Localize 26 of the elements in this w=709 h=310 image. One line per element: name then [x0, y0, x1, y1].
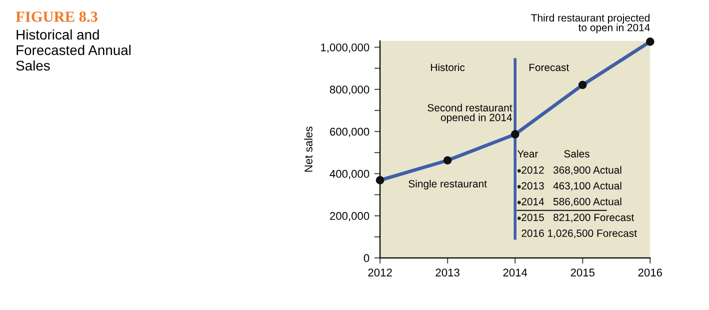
annotation: Year	[517, 150, 538, 158]
annotation: Single restaurant	[408, 180, 487, 190]
x-tick-label: 2012	[368, 268, 392, 276]
y-tick-label: 1,000,000	[321, 44, 370, 53]
annotation: Second restaurant opened in 2014	[428, 104, 512, 124]
annotation: 2013 463,100 Actual	[522, 182, 622, 191]
y-tick-label: 400,000	[330, 170, 370, 180]
annotation: Third restaurant projected to open in 2014	[531, 14, 650, 34]
annotation: 2014 586,600 Actual	[522, 198, 622, 207]
y-tick-label: 200,000	[330, 212, 370, 222]
y-axis-title: Net sales	[304, 126, 312, 172]
text: FIGURE 8.3	[16, 12, 98, 22]
annotation: 2012 368,900 Actual	[522, 166, 622, 175]
annotation: Forecast	[529, 64, 570, 72]
x-tick-label: 2014	[503, 268, 528, 276]
annotation: Sales	[564, 150, 590, 158]
text: Historical and Forecasted Annual Sales	[16, 29, 130, 71]
y-tick-label: 600,000	[330, 128, 370, 137]
x-tick-label: 2015	[570, 268, 595, 276]
x-tick-label: 2016	[638, 268, 662, 276]
y-tick-label: 800,000	[330, 86, 370, 95]
annotation: 2016 1,026,500 Forecast	[522, 230, 637, 238]
y-tick-label: 0	[364, 254, 370, 262]
annotation: Historic	[431, 63, 465, 72]
annotation: 2015 821,200 Forecast	[522, 214, 634, 222]
x-tick-label: 2013	[436, 268, 460, 276]
